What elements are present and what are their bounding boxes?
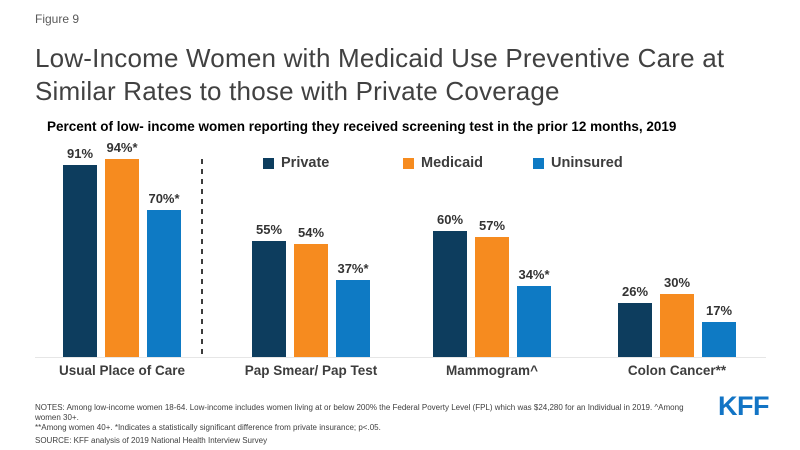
- notes-block: NOTES: Among low-income women 18-64. Low…: [35, 403, 695, 446]
- bar-value-label: 91%: [66, 146, 94, 161]
- bar-value-label: 57%: [478, 218, 506, 233]
- bar-value-label: 26%: [621, 284, 649, 299]
- bar-value-label: 70%*: [148, 191, 180, 206]
- bar-medicaid-1: 94%*: [105, 140, 139, 358]
- bar-value-label: 37%*: [337, 261, 369, 276]
- bar-medicaid-4: 30%: [660, 275, 694, 358]
- bar-medicaid-3: 57%: [475, 218, 509, 358]
- notes-line-1: NOTES: Among low-income women 18-64. Low…: [35, 403, 684, 422]
- bar-value-label: 30%: [663, 275, 691, 290]
- legend-label: Private: [281, 155, 330, 171]
- bar-group-3: 60% 57% 34%*: [433, 212, 551, 358]
- legend-label: Uninsured: [551, 155, 623, 171]
- category-label: Colon Cancer**: [627, 363, 727, 378]
- bar-private-4: 26%: [618, 284, 652, 358]
- chart-subtitle: Percent of low- income women reporting t…: [47, 119, 677, 134]
- category-label: Usual Place of Care: [58, 363, 186, 378]
- bar-uninsured-1: 70%*: [147, 191, 181, 358]
- legend: Private Medicaid Uninsured: [0, 155, 800, 175]
- legend-item-private: Private: [263, 155, 329, 171]
- bar-group-4: 26% 30% 17%: [618, 275, 736, 358]
- category-labels: Usual Place of Care Pap Smear/ Pap Test Ma…: [0, 363, 800, 383]
- dashed-divider-line: [201, 159, 203, 357]
- x-axis-line: [35, 357, 766, 358]
- legend-swatch-medicaid: [403, 157, 414, 169]
- bar-value-label: 54%: [297, 225, 325, 240]
- category-label: Pap Smear/ Pap Test: [244, 363, 378, 378]
- legend-label: Medicaid: [421, 155, 484, 171]
- legend-swatch-private: [263, 157, 274, 169]
- bar-value-label: 17%: [705, 303, 733, 318]
- plot-area: 91% 94%* 70%* 55% 54% 37%* 60% 57% 34%* 26% 30% 17%: [0, 140, 800, 358]
- bar-uninsured-3: 34%*: [517, 267, 551, 358]
- bar-private-2: 55%: [252, 222, 286, 358]
- legend-swatch-uninsured: [533, 157, 544, 169]
- chart-title: Low-Income Women with Medicaid Use Preve…: [35, 43, 725, 106]
- category-label: Mammogram^: [446, 363, 538, 378]
- kff-logo: KFF: [718, 391, 769, 421]
- bar-private-1: 91%: [63, 146, 97, 358]
- bar-value-label: 34%*: [518, 267, 550, 282]
- bar-medicaid-2: 54%: [294, 225, 328, 358]
- bar-group-1: 91% 94%* 70%*: [63, 140, 181, 358]
- legend-item-medicaid: Medicaid: [403, 155, 483, 171]
- notes-line-2: **Among women 40+. *Indicates a statisti…: [35, 423, 381, 432]
- bar-value-label: 94%*: [106, 140, 138, 155]
- figure-number: Figure 9: [35, 12, 80, 26]
- bar-value-label: 55%: [255, 222, 283, 237]
- bar-group-2: 55% 54% 37%*: [252, 222, 370, 358]
- bar-private-3: 60%: [433, 212, 467, 358]
- source-line: SOURCE: KFF analysis of 2019 National He…: [35, 436, 268, 445]
- bar-uninsured-2: 37%*: [336, 261, 370, 358]
- legend-item-uninsured: Uninsured: [533, 155, 623, 171]
- bar-uninsured-4: 17%: [702, 303, 736, 358]
- bar-value-label: 60%: [436, 212, 464, 227]
